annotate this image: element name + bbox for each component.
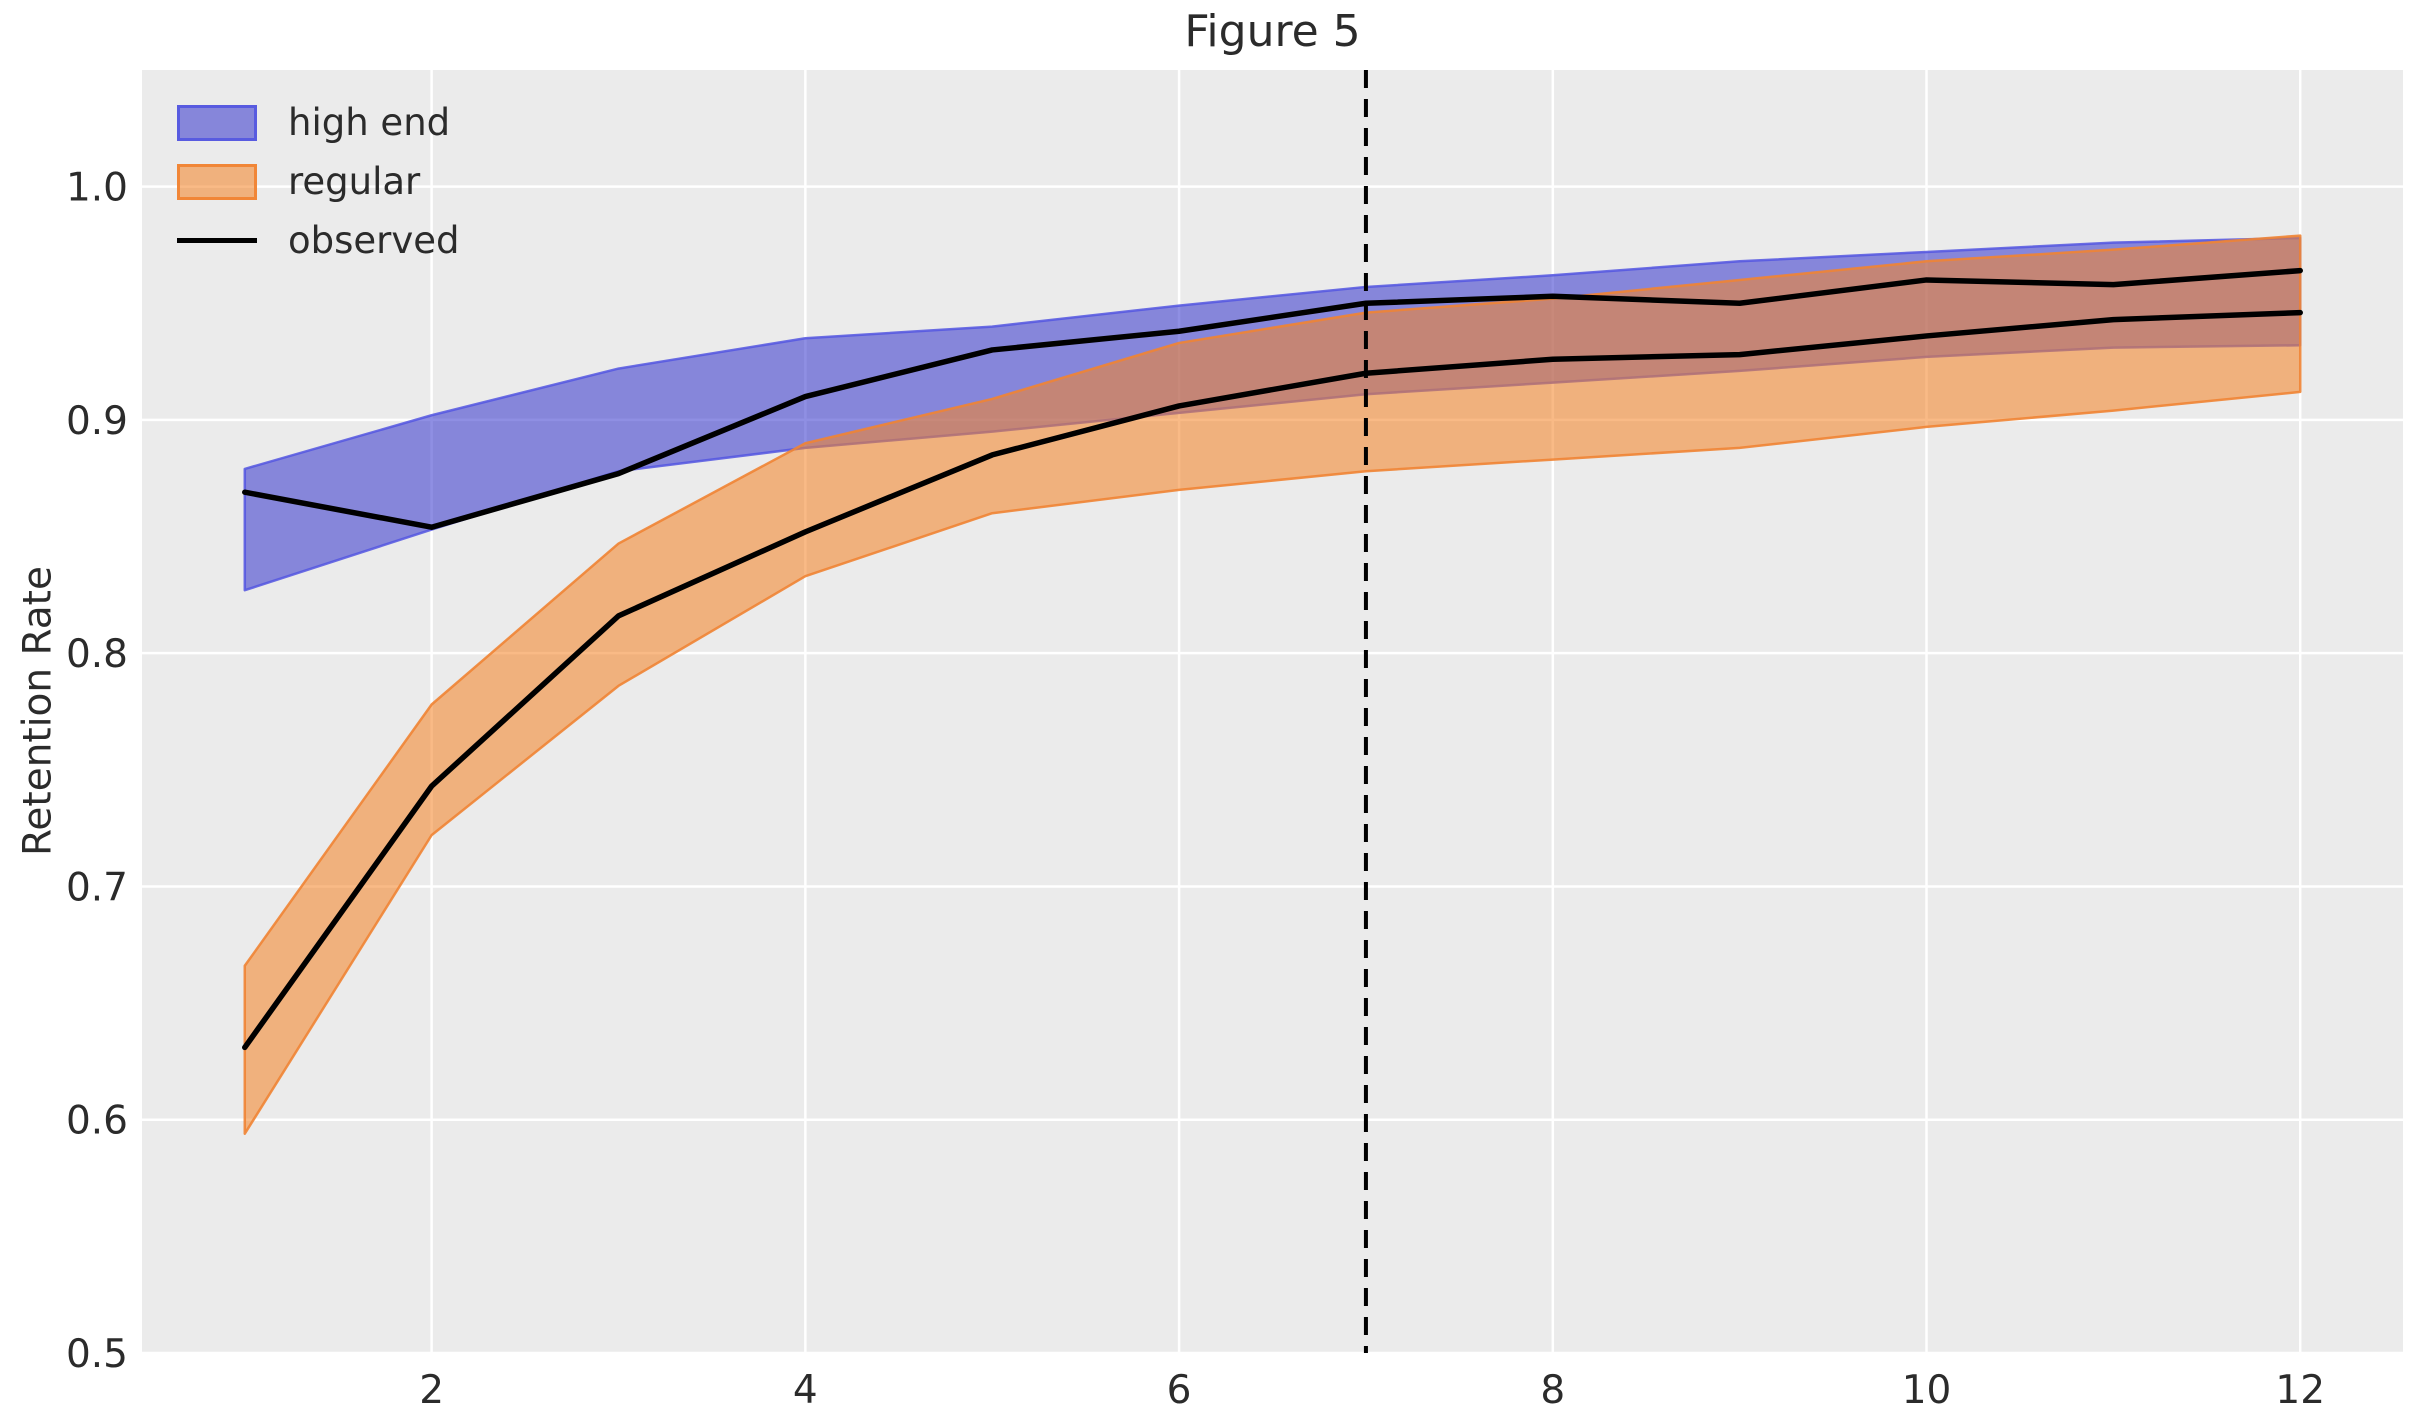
y-tick-label: 0.9 — [66, 399, 128, 444]
x-tick-label: 12 — [2275, 1368, 2325, 1413]
x-tick-label: 4 — [793, 1368, 818, 1413]
legend-label-high-end: high end — [288, 101, 451, 144]
x-tick-label: 8 — [1540, 1368, 1565, 1413]
observed-line-regular — [242, 309, 2303, 1051]
x-tick-label: 2 — [419, 1368, 444, 1413]
legend-swatch-high-end-patch — [177, 104, 257, 141]
x-tick-label: 10 — [1902, 1368, 1952, 1413]
legend-label-observed: observed — [288, 219, 460, 262]
x-tick-label: 6 — [1167, 1368, 1192, 1413]
y-tick-label: 1.0 — [66, 166, 128, 211]
observed-line-high-end — [242, 267, 2303, 530]
legend-item-observed: observed — [177, 211, 460, 270]
legend-item-high-end: high end — [177, 93, 460, 152]
legend-swatch-regular-patch — [177, 163, 257, 200]
y-tick-label: 0.7 — [66, 865, 128, 910]
y-axis-label: Retention Rate — [15, 566, 61, 856]
band-regular — [243, 234, 2302, 1135]
legend-item-regular: regular — [177, 152, 460, 211]
legend-label-regular: regular — [288, 160, 421, 203]
chart-title: Figure 5 — [1184, 6, 1361, 57]
y-tick-label: 0.6 — [66, 1099, 128, 1144]
y-tick-label: 0.5 — [66, 1332, 128, 1377]
legend-swatch-observed-line — [177, 238, 257, 243]
y-tick-label: 0.8 — [66, 632, 128, 677]
legend: high end regular observed — [177, 93, 460, 270]
